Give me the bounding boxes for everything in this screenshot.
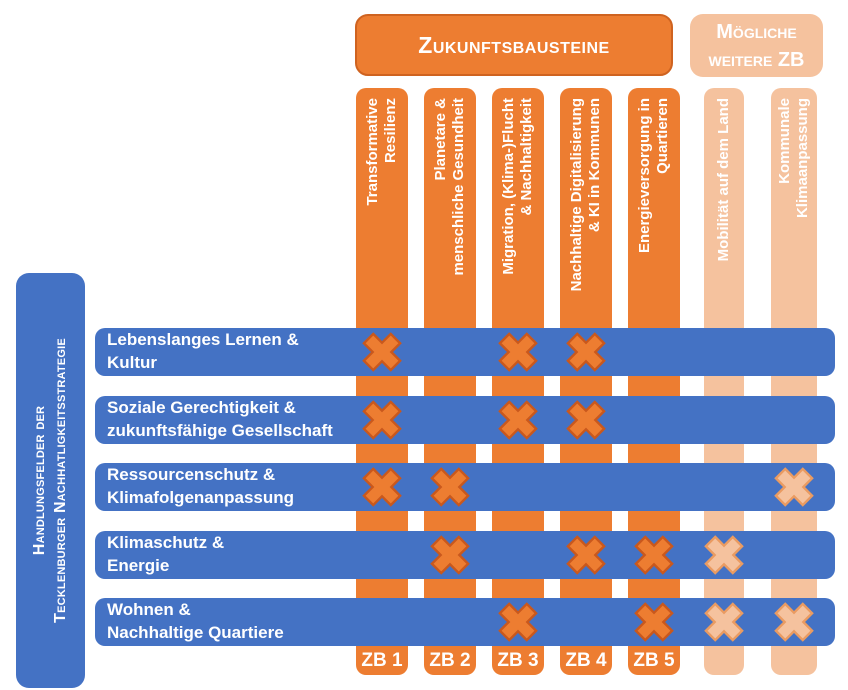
possible-column-1: Mobilität auf dem Land <box>704 88 744 675</box>
zb-column-2: Planetare & menschliche Gesundheit ZB 2 <box>424 88 476 675</box>
column-label: Kommunale Klimaanpassung <box>776 98 811 219</box>
action-field-label: Soziale Gerechtigkeit & zukunftsfähige G… <box>107 398 333 440</box>
zb-tag: ZB 4 <box>565 650 607 671</box>
action-field-row: Lebenslanges Lernen & Kultur <box>95 328 835 376</box>
cross-icon <box>430 535 470 575</box>
column-label: Planetare & menschliche Gesundheit <box>432 98 467 276</box>
column-label: Migration, (Klima-)Flucht & Nachhaltigke… <box>500 98 535 275</box>
cross-icon <box>704 602 744 642</box>
zukunftsbausteine-title: Zukunftsbausteine <box>418 31 610 58</box>
cross-icon <box>430 467 470 507</box>
zb-column-1: Transformative Resilienz ZB 1 <box>356 88 408 675</box>
zb-column-5: Energieversorgung in Quartieren ZB 5 <box>628 88 680 675</box>
cross-icon <box>498 602 538 642</box>
column-label: Mobilität auf dem Land <box>715 98 732 262</box>
cross-icon <box>774 467 814 507</box>
cross-icon <box>498 332 538 372</box>
action-field-row: Soziale Gerechtigkeit & zukunftsfähige G… <box>95 396 835 444</box>
cross-icon <box>362 400 402 440</box>
cross-icon <box>634 535 674 575</box>
cross-icon <box>362 467 402 507</box>
possible-column-2: Kommunale Klimaanpassung <box>771 88 817 675</box>
cross-icon <box>362 332 402 372</box>
cross-icon <box>566 332 606 372</box>
zukunftsbausteine-header: Zukunftsbausteine <box>355 14 673 76</box>
moegliche-weitere-zb-header: Mögliche weitere ZB <box>690 14 823 77</box>
handlungsfelder-sidebar: Handlungsfelder der Tecklenburger Nachha… <box>16 273 85 688</box>
cross-icon <box>634 602 674 642</box>
zb-tag: ZB 5 <box>633 650 675 671</box>
column-label: Transformative Resilienz <box>364 98 399 206</box>
cross-icon <box>498 400 538 440</box>
zb-tag: ZB 2 <box>429 650 471 671</box>
zb-tag: ZB 1 <box>361 650 403 671</box>
action-field-row: Ressourcenschutz & Klimafolgenanpassung <box>95 463 835 511</box>
cross-icon <box>566 535 606 575</box>
handlungsfelder-sidebar-label: Handlungsfelder der Tecklenburger Nachha… <box>30 338 69 623</box>
moegliche-weitere-zb-title: Mögliche weitere ZB <box>708 20 805 71</box>
action-field-label: Klimaschutz & Energie <box>107 533 225 575</box>
column-label: Nachhaltige Digitalisierung & KI in Komm… <box>568 98 603 292</box>
cross-icon <box>774 602 814 642</box>
action-field-label: Ressourcenschutz & Klimafolgenanpassung <box>107 465 295 507</box>
zb-column-3: Migration, (Klima-)Flucht & Nachhaltigke… <box>492 88 544 675</box>
zb-tag: ZB 3 <box>497 650 539 671</box>
cross-icon <box>704 535 744 575</box>
cross-icon <box>566 400 606 440</box>
column-label: Energieversorgung in Quartieren <box>636 98 671 254</box>
action-field-label: Lebenslanges Lernen & Kultur <box>107 330 299 372</box>
action-field-label: Wohnen & Nachhaltige Quartiere <box>107 600 284 642</box>
zb-column-4: Nachhaltige Digitalisierung & KI in Komm… <box>560 88 612 675</box>
